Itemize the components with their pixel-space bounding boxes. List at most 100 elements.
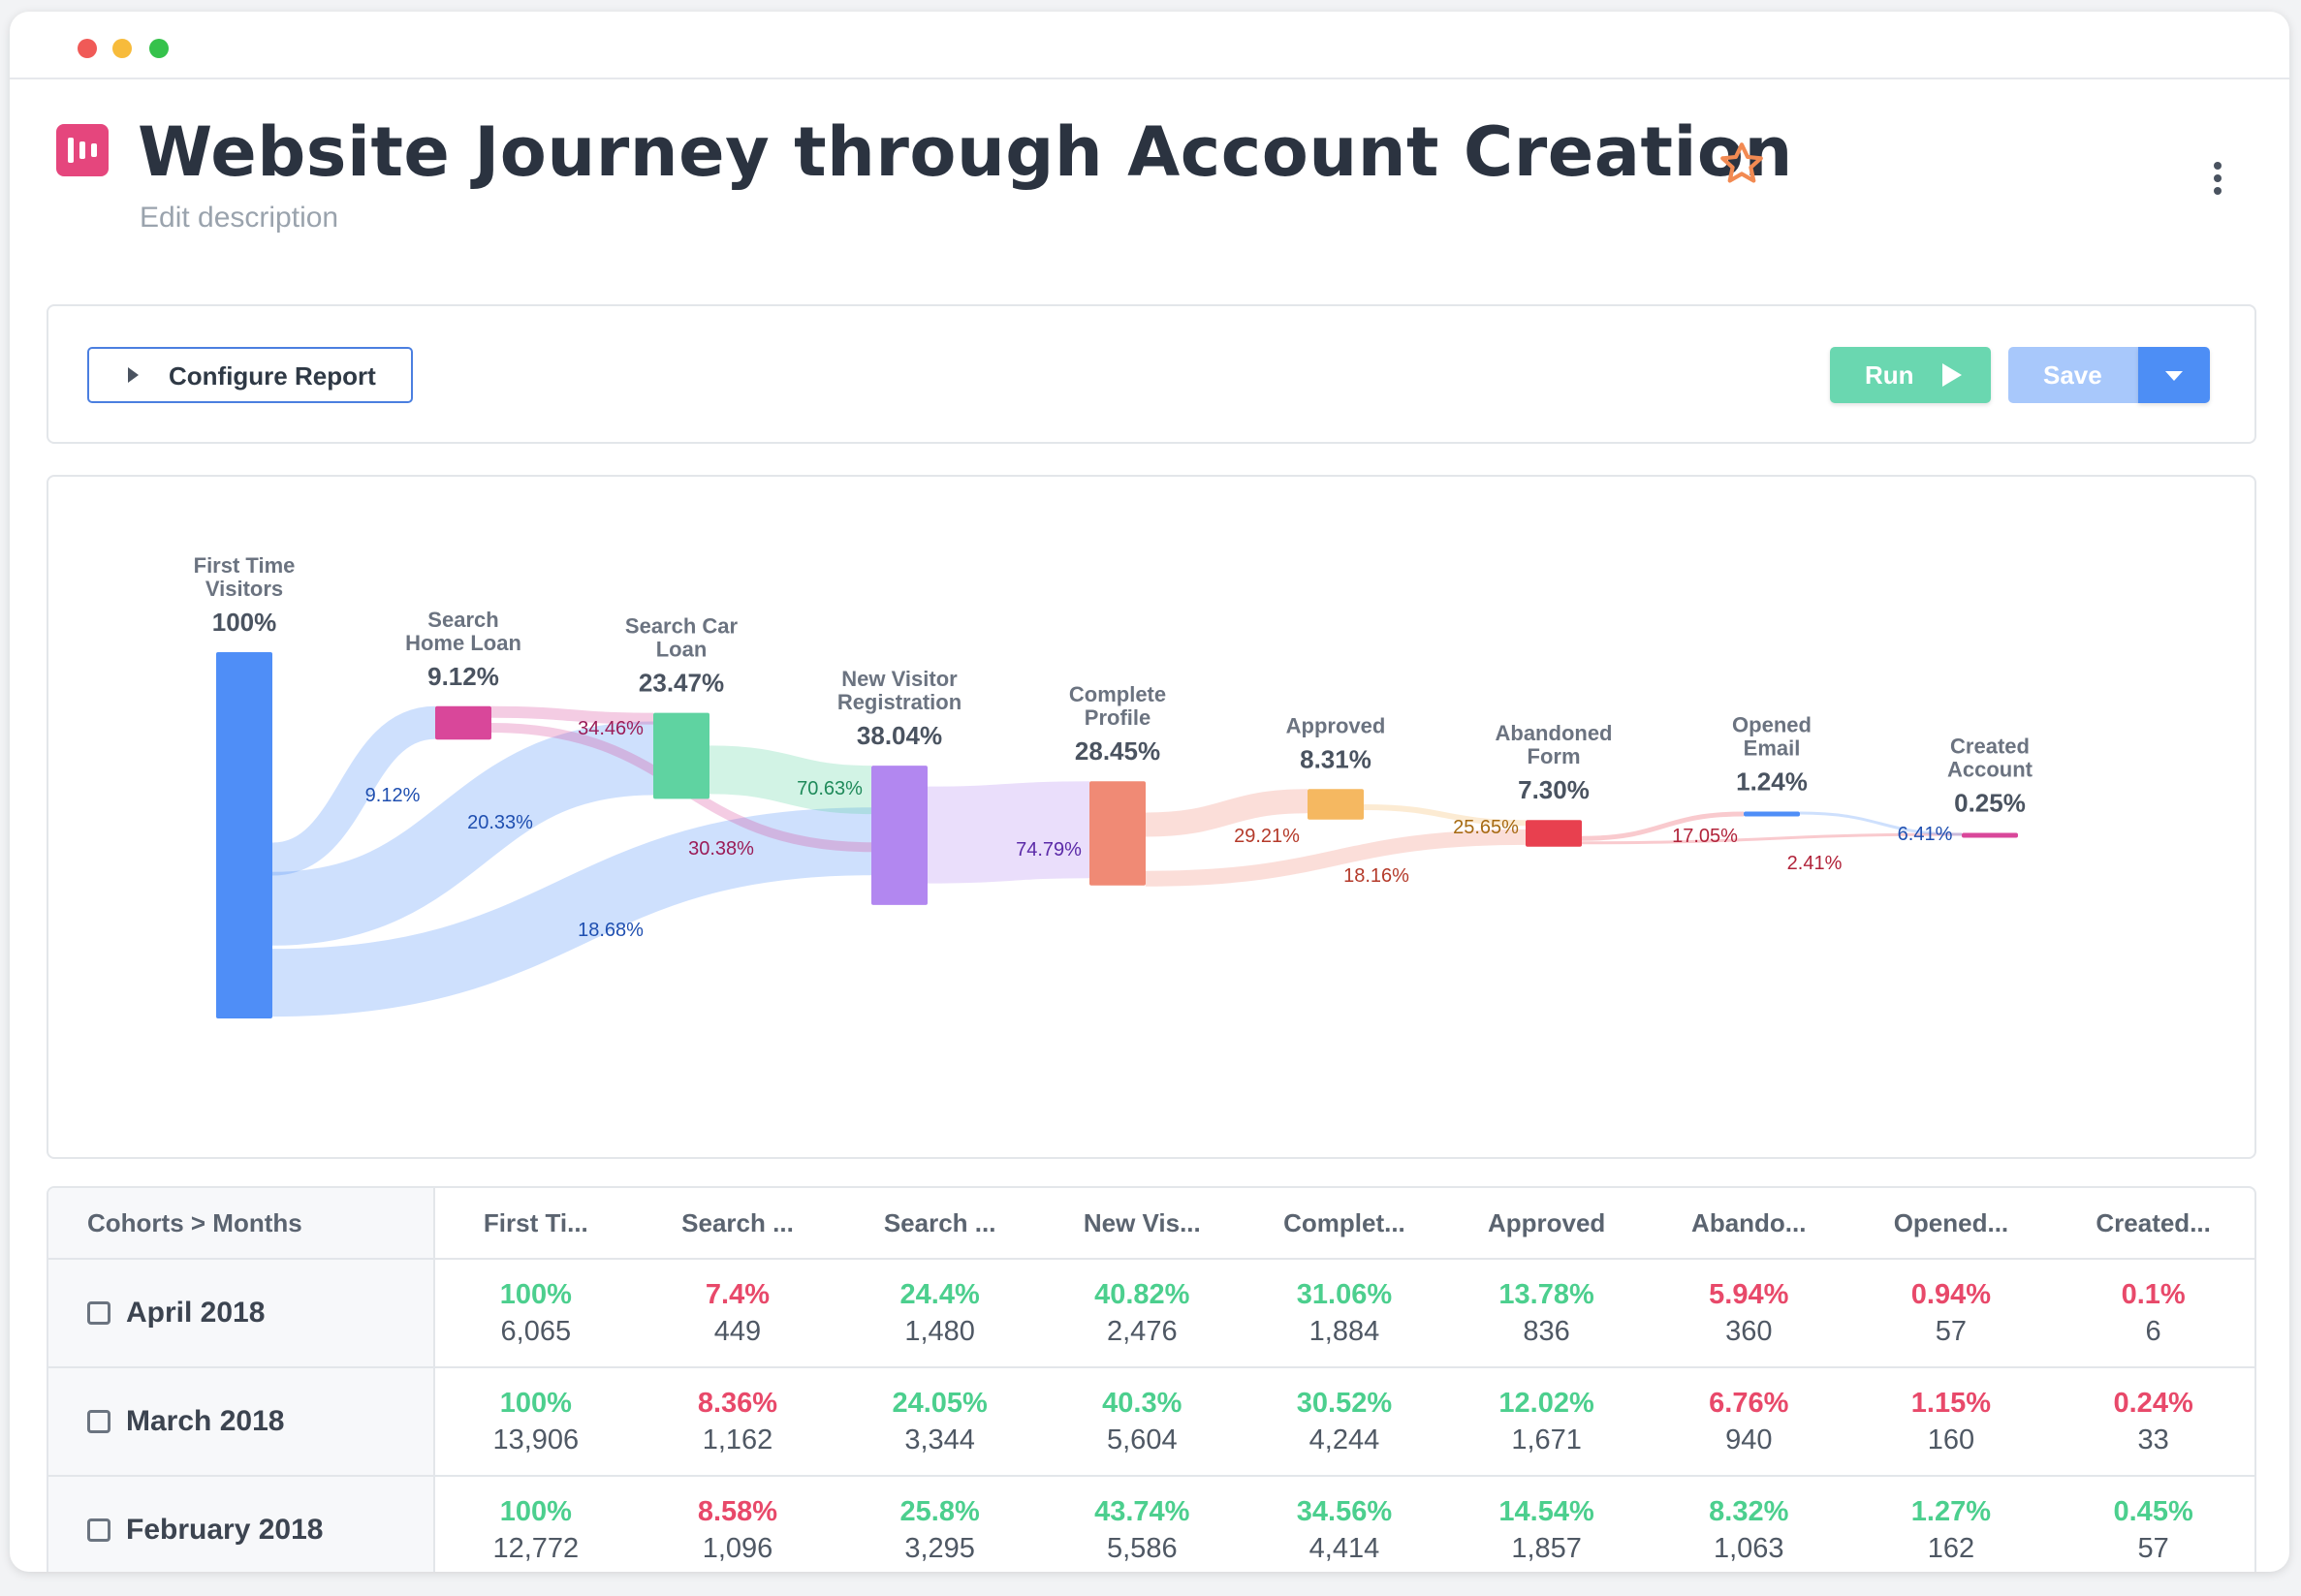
flow-node-name: Complete: [1069, 682, 1166, 706]
row-checkbox[interactable]: [87, 1410, 110, 1433]
column-header[interactable]: Abando...: [1647, 1188, 1850, 1260]
flow-node[interactable]: [653, 712, 709, 799]
column-header[interactable]: Opened...: [1849, 1188, 2053, 1260]
cohort-cell: February 2018: [48, 1476, 435, 1572]
table-cell: 34.56% 4,414: [1243, 1476, 1446, 1572]
table-row: March 2018 100% 13,906 8.36% 1,162 24.05% 3,34…: [48, 1367, 2254, 1477]
table-cell: 40.82% 2,476: [1040, 1259, 1244, 1368]
cell-count: 5,586: [1107, 1533, 1178, 1564]
cohort-table-panel: Cohorts > Months First Ti... Search ... Se…: [47, 1186, 2256, 1572]
configure-report-button[interactable]: Configure Report: [87, 347, 413, 403]
app-window: Website Journey through Account Creation…: [10, 12, 2289, 1572]
cell-count: 449: [713, 1316, 762, 1347]
flow-node[interactable]: [1526, 820, 1582, 847]
cell-percentage: 8.32%: [1709, 1496, 1789, 1527]
table-cell: 40.3% 5,604: [1040, 1367, 1244, 1477]
flow-node[interactable]: [1089, 781, 1146, 886]
flow-node[interactable]: [1962, 832, 2018, 838]
column-header[interactable]: First Ti...: [434, 1188, 637, 1260]
flow-link[interactable]: [927, 781, 1090, 884]
table-cell: 100% 12,772: [434, 1476, 637, 1572]
cell-percentage: 0.1%: [2121, 1279, 2186, 1310]
flow-link[interactable]: [709, 745, 872, 815]
flow-link-label: 34.46%: [578, 718, 644, 739]
flow-node[interactable]: [216, 652, 272, 1018]
flow-link[interactable]: [1145, 829, 1527, 887]
flow-link-label: 25.65%: [1453, 817, 1519, 838]
table-cell: 8.36% 1,162: [636, 1367, 839, 1477]
column-header[interactable]: Created...: [2052, 1188, 2254, 1260]
save-options-dropdown[interactable]: [2138, 347, 2210, 403]
table-cell: 12.02% 1,671: [1445, 1367, 1648, 1477]
cell-count: 160: [1927, 1424, 1975, 1455]
minimize-window-button[interactable]: [112, 39, 132, 58]
flow-link[interactable]: [271, 721, 654, 946]
save-button[interactable]: Save: [2008, 347, 2138, 403]
cell-count: 1,063: [1713, 1533, 1784, 1564]
cell-percentage: 40.3%: [1102, 1388, 1182, 1419]
cell-percentage: 0.45%: [2113, 1496, 2193, 1527]
table-cell: 24.4% 1,480: [838, 1259, 1041, 1368]
column-header[interactable]: Search ...: [838, 1188, 1041, 1260]
flow-node-name: Email: [1744, 736, 1801, 761]
cell-count: 13,906: [492, 1424, 580, 1455]
run-button[interactable]: Run: [1830, 347, 1991, 403]
flow-link[interactable]: [270, 705, 437, 876]
close-window-button[interactable]: [78, 39, 97, 58]
table-cell: 1.15% 160: [1849, 1367, 2053, 1477]
flow-node-name: New Visitor: [841, 667, 958, 691]
flow-link[interactable]: [1581, 811, 1745, 841]
cell-count: 57: [2137, 1533, 2169, 1564]
table-cell: 100% 6,065: [434, 1259, 637, 1368]
row-checkbox[interactable]: [87, 1518, 110, 1542]
caret-down-icon: [2165, 371, 2183, 381]
column-header[interactable]: Search ...: [636, 1188, 839, 1260]
flow-link-label: 30.38%: [688, 838, 754, 860]
flow-node[interactable]: [435, 705, 491, 740]
flow-node[interactable]: [1744, 811, 1800, 817]
cell-count: 360: [1725, 1316, 1773, 1347]
table-cell: 31.06% 1,884: [1243, 1259, 1446, 1368]
table-cell: 6.76% 940: [1647, 1367, 1850, 1477]
flow-node-name: Registration: [837, 690, 961, 714]
cohort-label: April 2018: [126, 1297, 266, 1329]
column-header[interactable]: New Vis...: [1040, 1188, 1244, 1260]
cell-count: 5,604: [1107, 1424, 1178, 1455]
flow-node-name: Form: [1528, 744, 1581, 768]
flow-node-name: Approved: [1286, 713, 1386, 737]
flow-link[interactable]: [1799, 811, 1963, 836]
star-icon[interactable]: [1718, 140, 1766, 188]
flow-link[interactable]: [1363, 804, 1527, 827]
maximize-window-button[interactable]: [149, 39, 169, 58]
report-icon: [56, 124, 109, 176]
kebab-menu-icon[interactable]: [2206, 162, 2229, 208]
cell-percentage: 1.15%: [1910, 1388, 1992, 1419]
flow-link[interactable]: [271, 807, 872, 1017]
flow-node-percentage: 9.12%: [427, 662, 499, 691]
flow-link[interactable]: [1145, 789, 1308, 837]
cell-count: 1,671: [1511, 1424, 1582, 1455]
table-cell: 0.1% 6: [2052, 1259, 2254, 1368]
edit-description-link[interactable]: Edit description: [140, 202, 339, 234]
cell-count: 33: [2137, 1424, 2169, 1455]
configure-report-label: Configure Report: [169, 361, 376, 391]
cell-percentage: 25.8%: [899, 1496, 980, 1527]
flow-link-label: 20.33%: [467, 812, 533, 833]
flow-node[interactable]: [1308, 789, 1364, 820]
flow-node-percentage: 1.24%: [1736, 767, 1808, 797]
corner-header[interactable]: Cohorts > Months: [48, 1188, 435, 1260]
flow-node-percentage: 38.04%: [857, 721, 942, 750]
flow-node[interactable]: [871, 766, 928, 905]
flow-link[interactable]: [1581, 832, 1963, 845]
cell-count: 6,065: [500, 1316, 572, 1347]
cell-count: 3,295: [904, 1533, 975, 1564]
cell-percentage: 13.78%: [1498, 1279, 1594, 1310]
column-header[interactable]: Complet...: [1243, 1188, 1446, 1260]
cohort-table: Cohorts > Months First Ti... Search ... Se…: [48, 1188, 2254, 1572]
row-checkbox[interactable]: [87, 1301, 110, 1325]
flow-node-name: Search: [427, 608, 498, 632]
cell-percentage: 43.74%: [1094, 1496, 1190, 1527]
flow-link[interactable]: [490, 705, 654, 725]
column-header[interactable]: Approved: [1445, 1188, 1648, 1260]
table-header-row: Cohorts > Months First Ti... Search ... Se…: [48, 1188, 2254, 1260]
